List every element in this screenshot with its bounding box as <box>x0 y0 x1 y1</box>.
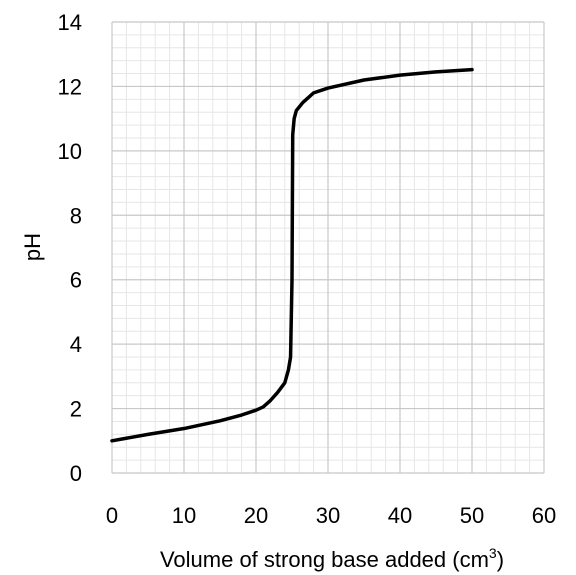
x-axis-label: Volume of strong base added (cm3) <box>160 545 504 572</box>
x-tick-label: 40 <box>388 503 412 528</box>
x-tick-label: 20 <box>244 503 268 528</box>
y-tick-label: 6 <box>70 268 82 293</box>
x-tick-labels: 0 10 20 30 40 50 60 <box>106 503 556 528</box>
x-tick-label: 50 <box>460 503 484 528</box>
x-axis-label-main: Volume of strong base added (cm <box>160 547 489 572</box>
y-tick-label: 4 <box>70 332 82 357</box>
y-tick-label: 8 <box>70 203 82 228</box>
x-tick-label: 30 <box>316 503 340 528</box>
x-tick-label: 10 <box>172 503 196 528</box>
x-axis-label-superscript: 3 <box>489 545 497 561</box>
x-tick-label: 0 <box>106 503 118 528</box>
y-tick-label: 0 <box>70 461 82 486</box>
y-tick-label: 10 <box>58 139 82 164</box>
x-tick-label: 60 <box>532 503 556 528</box>
y-axis-label: pH <box>20 233 45 261</box>
y-tick-label: 2 <box>70 397 82 422</box>
y-tick-label: 14 <box>58 10 82 35</box>
series-line <box>110 67 474 443</box>
y-tick-labels: 0 2 4 6 8 10 12 14 <box>58 10 82 486</box>
x-axis-label-suffix: ) <box>497 547 504 572</box>
major-grid <box>111 21 545 474</box>
y-tick-label: 12 <box>58 74 82 99</box>
data-series <box>110 67 474 443</box>
